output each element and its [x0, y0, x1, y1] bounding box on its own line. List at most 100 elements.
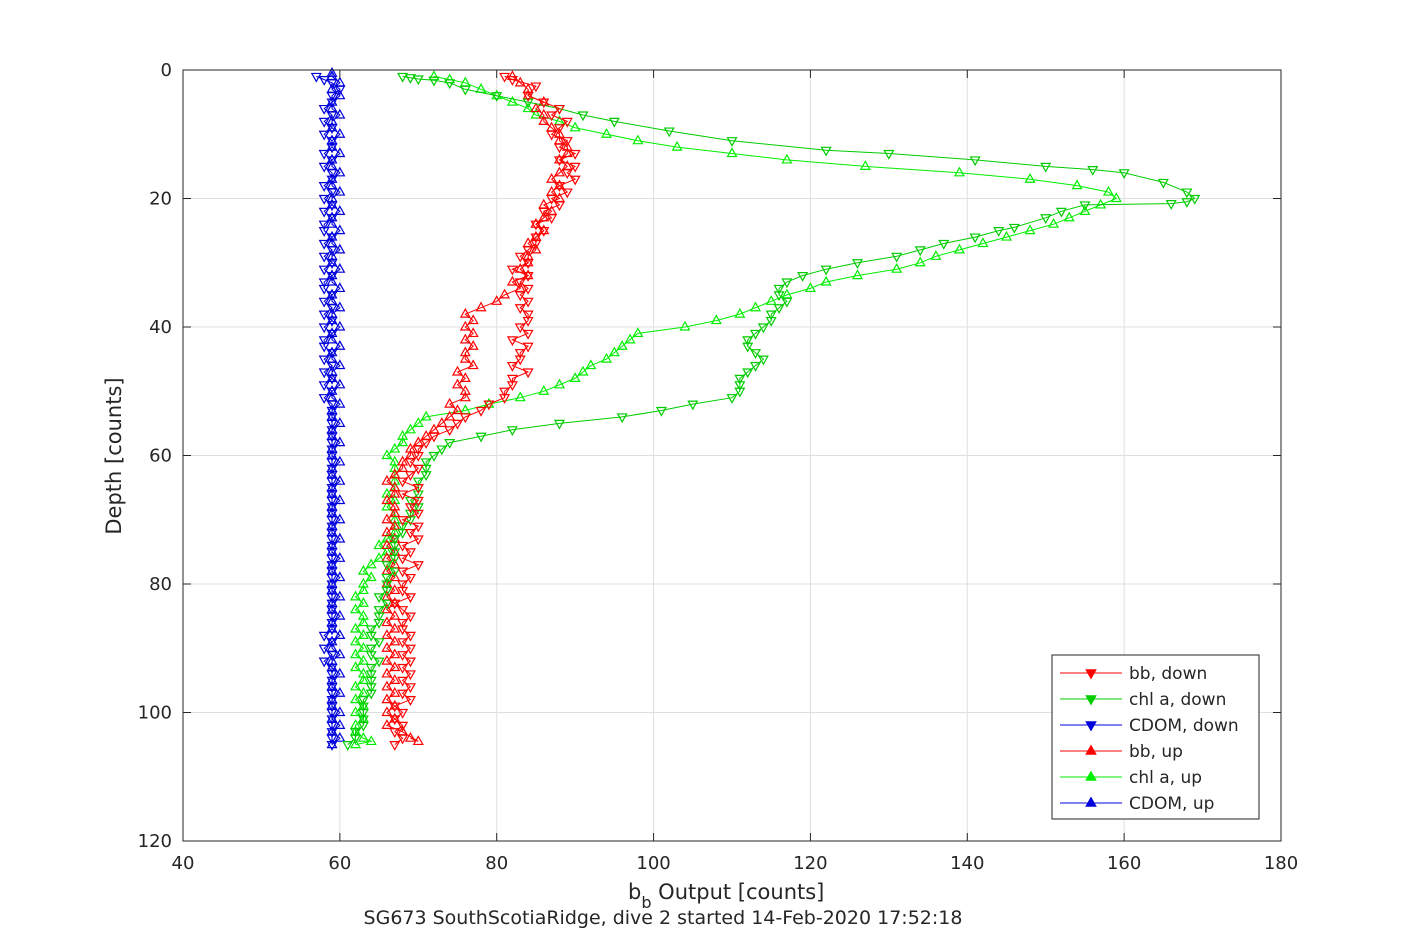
- data-point: [514, 304, 526, 314]
- data-point: [514, 76, 526, 87]
- data-point: [397, 676, 409, 687]
- data-point: [444, 79, 456, 90]
- data-point: [350, 728, 362, 738]
- data-point: [797, 272, 809, 282]
- data-point: [334, 166, 346, 177]
- x-tick-label: 80: [485, 853, 508, 874]
- legend-label-bb-up: bb, up: [1129, 742, 1183, 762]
- data-point: [404, 683, 416, 694]
- data-point: [397, 567, 409, 578]
- data-point: [389, 702, 401, 713]
- data-point: [742, 368, 754, 379]
- data-point: [326, 314, 338, 325]
- data-point: [546, 111, 558, 122]
- data-point: [357, 721, 369, 732]
- data-point: [569, 162, 581, 173]
- data-point: [585, 359, 597, 370]
- data-point: [326, 79, 338, 90]
- data-point: [326, 663, 338, 674]
- data-point: [381, 545, 393, 556]
- data-point: [765, 295, 777, 305]
- data-point: [326, 612, 338, 623]
- legend-label-chl-a-up: chl a, up: [1129, 768, 1202, 788]
- data-point: [553, 419, 565, 430]
- data-point: [499, 394, 511, 404]
- axis-ticks: 40 60 80 100 120 140 160 180 0 20 40 60 80 100 120: [138, 60, 1299, 874]
- data-point: [404, 548, 416, 559]
- data-point: [318, 657, 330, 668]
- data-point: [334, 243, 346, 254]
- y-axis-title: Depth [counts]: [102, 377, 126, 534]
- data-point: [506, 95, 518, 106]
- data-point: [389, 674, 401, 684]
- x-tick-label: 140: [950, 853, 984, 874]
- data-point: [381, 487, 393, 498]
- data-point: [326, 573, 338, 584]
- data-point: [365, 663, 377, 674]
- data-point: [820, 265, 832, 276]
- data-point: [522, 316, 534, 327]
- x-axis-title: bb Output [counts]: [628, 880, 824, 912]
- data-point: [859, 160, 871, 170]
- data-point: [397, 462, 409, 472]
- data-point: [389, 507, 401, 517]
- data-point: [522, 284, 534, 295]
- legend-marker-bb-up: [1085, 744, 1097, 755]
- series-chl-a-up: [350, 70, 1122, 749]
- data-point: [365, 651, 377, 661]
- data-point: [326, 635, 338, 646]
- data-point: [326, 445, 338, 456]
- data-point: [389, 648, 401, 659]
- legend-marker-bb-down: [1085, 669, 1097, 680]
- data-point: [334, 301, 346, 312]
- data-point: [1079, 201, 1091, 212]
- data-point: [326, 419, 338, 430]
- data-point: [318, 252, 330, 263]
- data-point: [334, 436, 346, 447]
- data-point: [326, 426, 338, 437]
- data-point: [726, 137, 738, 147]
- y-tick-label: 20: [149, 189, 172, 210]
- data-point: [546, 173, 558, 183]
- data-point: [506, 426, 518, 437]
- data-point: [318, 368, 330, 379]
- data-point: [459, 391, 471, 402]
- data-point: [326, 676, 338, 687]
- data-point: [342, 741, 354, 751]
- data-point: [326, 137, 338, 147]
- data-point: [326, 156, 338, 167]
- data-point: [726, 147, 738, 158]
- data-point: [389, 728, 401, 738]
- data-point: [326, 738, 338, 749]
- data-point: [326, 98, 338, 109]
- data-point: [326, 169, 338, 180]
- data-point: [318, 631, 330, 642]
- data-point: [326, 124, 338, 135]
- data-point: [553, 124, 565, 135]
- data-point: [389, 541, 401, 552]
- data-point: [326, 522, 338, 533]
- data-point: [350, 693, 362, 704]
- data-point: [357, 674, 369, 684]
- x-tick-label: 60: [328, 853, 351, 874]
- data-point: [514, 349, 526, 359]
- data-point: [365, 644, 377, 655]
- data-point: [326, 599, 338, 610]
- data-point: [1110, 192, 1122, 203]
- data-point: [404, 528, 416, 539]
- data-point: [326, 696, 338, 706]
- data-point: [459, 346, 471, 357]
- data-point: [742, 342, 754, 353]
- data-point: [1079, 205, 1091, 215]
- data-point: [326, 272, 338, 282]
- data-point: [381, 539, 393, 550]
- data-point: [334, 205, 346, 215]
- data-point: [404, 458, 416, 469]
- data-point: [459, 85, 471, 96]
- data-point: [412, 484, 424, 494]
- data-point: [357, 629, 369, 640]
- data-point: [750, 329, 762, 340]
- data-point: [389, 599, 401, 610]
- data-point: [334, 378, 346, 389]
- data-point: [357, 616, 369, 627]
